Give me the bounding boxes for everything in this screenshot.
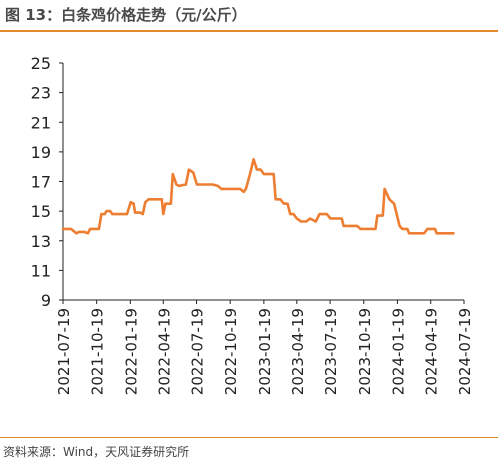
x-tick-label: 2024-01-19 [389, 308, 407, 395]
y-tick-label: 17 [31, 173, 51, 192]
y-tick-label: 13 [31, 232, 51, 251]
figure-title: 图 13：白条鸡价格走势（元/公斤） [5, 6, 247, 24]
source-note: 资料来源：Wind，天风证券研究所 [3, 445, 190, 459]
x-tick-label: 2023-10-19 [356, 308, 374, 395]
x-tick-label: 2024-07-19 [456, 308, 474, 395]
price-line-chart: 9 11 13 15 17 19 21 23 25 2021-07-19 2021-10-19 202… [31, 54, 474, 395]
y-tick-label: 25 [31, 54, 51, 73]
source-rule [0, 437, 498, 438]
x-tick-label: 2023-04-19 [289, 308, 307, 395]
y-tick-label: 21 [31, 113, 51, 132]
y-tick-label: 23 [31, 84, 51, 103]
x-tick-label: 2021-07-19 [55, 308, 73, 395]
x-tick-label: 2022-01-19 [122, 308, 140, 395]
x-tick-label: 2023-07-19 [322, 308, 340, 395]
x-tick-label: 2021-10-19 [89, 308, 107, 395]
y-tick-label: 9 [41, 291, 51, 310]
x-tick-label: 2023-01-19 [256, 308, 274, 395]
title-bar: 图 13：白条鸡价格走势（元/公斤） [0, 0, 498, 32]
y-tick-label: 11 [31, 261, 51, 280]
x-tick-label: 2022-10-19 [222, 308, 240, 395]
y-tick-label: 15 [31, 202, 51, 221]
title-rule [0, 30, 498, 32]
x-tick-label: 2024-04-19 [423, 308, 441, 395]
x-tick-label: 2022-04-19 [155, 308, 173, 395]
x-tick-label: 2022-07-19 [189, 308, 207, 395]
y-tick-label: 19 [31, 143, 51, 162]
series-line-0 [61, 158, 455, 235]
